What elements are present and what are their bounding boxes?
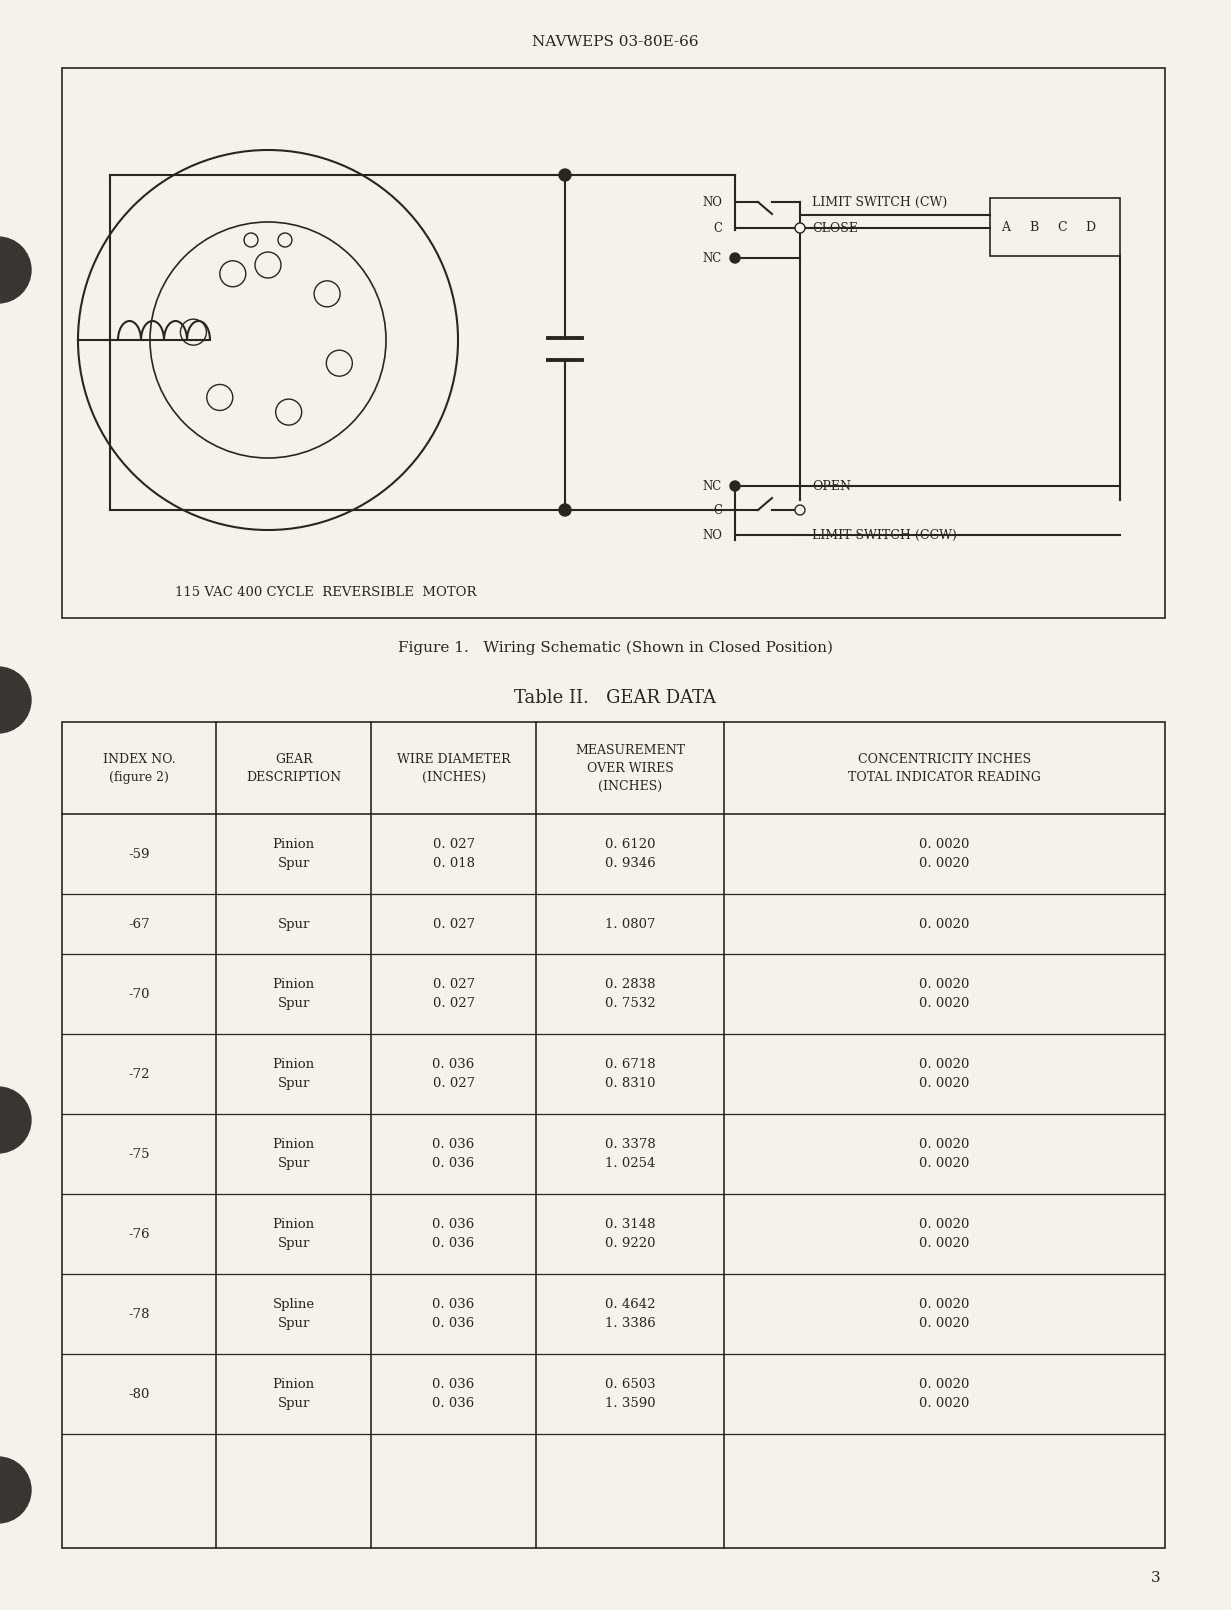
Circle shape [0,1087,31,1153]
Text: 0. 6503
1. 3590: 0. 6503 1. 3590 [604,1378,655,1410]
Circle shape [730,253,740,262]
Text: C: C [713,504,723,517]
Text: -72: -72 [128,1067,150,1080]
Text: Pinion
Spur: Pinion Spur [272,1058,315,1090]
Text: 0. 0020
0. 0020: 0. 0020 0. 0020 [920,1378,970,1410]
Text: Pinion
Spur: Pinion Spur [272,1219,315,1249]
Text: B: B [1029,221,1039,233]
Text: 0. 2838
0. 7532: 0. 2838 0. 7532 [604,977,655,1009]
Text: 0. 027
0. 027: 0. 027 0. 027 [432,977,475,1009]
Text: CLOSE: CLOSE [812,222,858,235]
Text: A: A [1002,221,1011,233]
Text: C: C [713,222,723,235]
Text: 0. 036
0. 036: 0. 036 0. 036 [432,1298,475,1330]
Text: WIRE DIAMETER
(INCHES): WIRE DIAMETER (INCHES) [396,752,511,784]
Text: 0. 3378
1. 0254: 0. 3378 1. 0254 [604,1138,655,1170]
Text: NAVWEPS 03-80E-66: NAVWEPS 03-80E-66 [532,35,698,48]
Text: 1. 0807: 1. 0807 [604,918,655,931]
Text: Figure 1.   Wiring Schematic (Shown in Closed Position): Figure 1. Wiring Schematic (Shown in Clo… [398,641,832,655]
Text: 0. 036
0. 036: 0. 036 0. 036 [432,1219,475,1249]
Text: -75: -75 [128,1148,150,1161]
Text: LIMIT SWITCH (CCW): LIMIT SWITCH (CCW) [812,528,956,541]
Bar [990,198,1120,256]
Text: Pinion
Spur: Pinion Spur [272,1138,315,1170]
Text: 0. 0020
0. 0020: 0. 0020 0. 0020 [920,837,970,869]
Text: 0. 036
0. 036: 0. 036 0. 036 [432,1138,475,1170]
Text: C: C [1057,221,1067,233]
Circle shape [730,481,740,491]
Text: NO: NO [702,528,723,541]
Text: 0. 036
0. 036: 0. 036 0. 036 [432,1378,475,1410]
Circle shape [0,1457,31,1523]
Text: 3: 3 [1151,1571,1160,1584]
Text: Pinion
Spur: Pinion Spur [272,1378,315,1410]
Circle shape [559,504,571,515]
Bar [62,721,1165,1547]
Bar [62,68,1165,618]
Circle shape [795,224,805,233]
Circle shape [0,667,31,733]
Text: 0. 0020
0. 0020: 0. 0020 0. 0020 [920,1138,970,1170]
Text: Pinion
Spur: Pinion Spur [272,977,315,1009]
Text: 0. 027: 0. 027 [432,918,475,931]
Text: 0. 0020
0. 0020: 0. 0020 0. 0020 [920,977,970,1009]
Text: LIMIT SWITCH (CW): LIMIT SWITCH (CW) [812,195,947,209]
Text: 0. 027
0. 018: 0. 027 0. 018 [432,837,475,869]
Text: 0. 0020: 0. 0020 [920,918,970,931]
Text: 115 VAC 400 CYCLE  REVERSIBLE  MOTOR: 115 VAC 400 CYCLE REVERSIBLE MOTOR [175,586,476,599]
Text: INDEX NO.
(figure 2): INDEX NO. (figure 2) [103,752,176,784]
Text: Table II.   GEAR DATA: Table II. GEAR DATA [515,689,716,707]
Text: Spur: Spur [277,918,310,931]
Text: -76: -76 [128,1227,150,1240]
Text: 0. 0020
0. 0020: 0. 0020 0. 0020 [920,1298,970,1330]
Text: Pinion
Spur: Pinion Spur [272,837,315,869]
Text: MEASUREMENT
OVER WIRES
(INCHES): MEASUREMENT OVER WIRES (INCHES) [575,744,684,792]
Text: 0. 6120
0. 9346: 0. 6120 0. 9346 [604,837,655,869]
Text: -78: -78 [128,1307,150,1320]
Text: NC: NC [703,480,723,493]
Text: 0. 036
0. 027: 0. 036 0. 027 [432,1058,475,1090]
Text: 0. 4642
1. 3386: 0. 4642 1. 3386 [604,1298,655,1330]
Text: D: D [1085,221,1096,233]
Text: -67: -67 [128,918,150,931]
Text: CONCENTRICITY INCHES
TOTAL INDICATOR READING: CONCENTRICITY INCHES TOTAL INDICATOR REA… [848,752,1041,784]
Text: 0. 3148
0. 9220: 0. 3148 0. 9220 [604,1219,655,1249]
Text: -80: -80 [128,1388,150,1401]
Text: Spline
Spur: Spline Spur [272,1298,315,1330]
Text: -70: -70 [128,987,150,1000]
Circle shape [559,169,571,180]
Text: 0. 6718
0. 8310: 0. 6718 0. 8310 [604,1058,655,1090]
Text: NC: NC [703,251,723,264]
Text: NO: NO [702,195,723,209]
Text: 0. 0020
0. 0020: 0. 0020 0. 0020 [920,1058,970,1090]
Text: -59: -59 [128,847,150,860]
Text: OPEN: OPEN [812,480,851,493]
Text: GEAR
DESCRIPTION: GEAR DESCRIPTION [246,752,341,784]
Text: 0. 0020
0. 0020: 0. 0020 0. 0020 [920,1219,970,1249]
Circle shape [0,237,31,303]
Circle shape [795,506,805,515]
